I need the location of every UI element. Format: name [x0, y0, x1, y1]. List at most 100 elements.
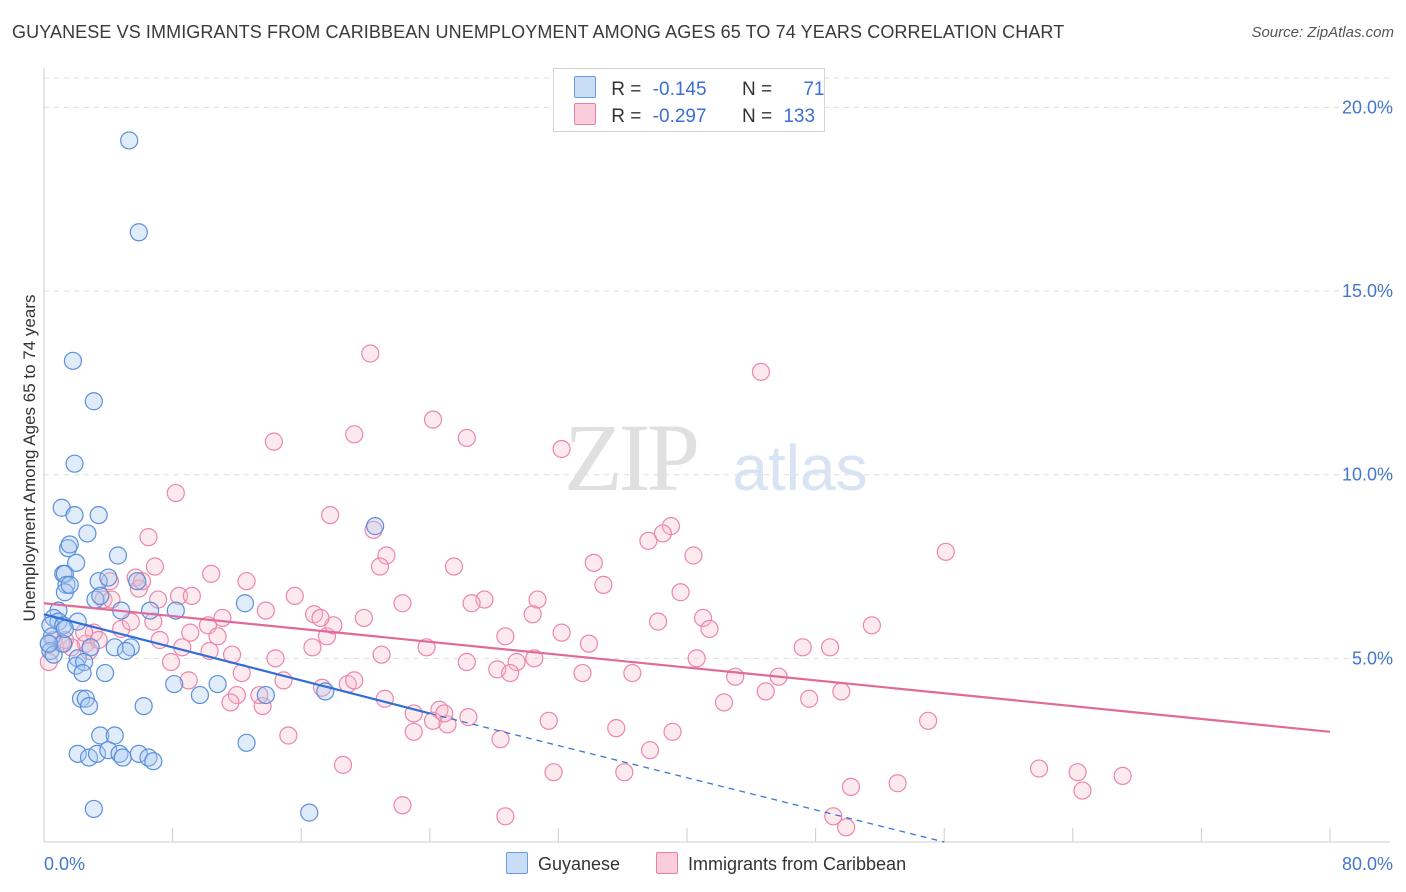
data-point	[91, 726, 110, 745]
legend-r-label: R =	[611, 106, 642, 127]
data-point	[507, 652, 526, 672]
data-point	[250, 685, 269, 705]
data-point	[128, 572, 147, 591]
legend-r-value: -0.297	[652, 106, 707, 127]
data-point	[303, 638, 322, 657]
data-point	[99, 741, 118, 760]
data-point	[687, 649, 706, 668]
data-point	[837, 818, 856, 837]
data-point	[321, 505, 340, 525]
data-point	[700, 619, 719, 639]
data-point	[552, 623, 571, 642]
correlation-legend: R = -0.145 N = 71 R = -0.297 N = 133	[553, 68, 825, 132]
data-point	[105, 638, 124, 657]
x-tick-label-min: 0.0%	[44, 854, 85, 874]
data-point	[68, 744, 87, 763]
y-tick-label: 15.0%	[1342, 281, 1393, 301]
data-point	[169, 586, 189, 606]
data-point	[584, 553, 603, 572]
data-point	[145, 557, 165, 576]
x-tick-label-max: 80.0%	[1342, 854, 1393, 874]
data-point	[120, 131, 139, 150]
data-point	[693, 608, 713, 628]
trend-lines	[43, 602, 1331, 843]
data-point	[756, 682, 775, 701]
data-point	[539, 711, 558, 730]
data-point	[528, 590, 547, 609]
data-point	[936, 542, 955, 561]
data-point	[354, 608, 373, 628]
data-point	[221, 693, 240, 712]
data-point	[648, 612, 668, 631]
data-point	[820, 638, 840, 657]
data-point	[751, 362, 771, 381]
data-point	[824, 807, 843, 826]
data-point	[116, 641, 136, 661]
data-point	[144, 752, 163, 771]
data-point	[800, 689, 819, 708]
data-point	[491, 730, 510, 749]
legend-r-label: R =	[611, 79, 642, 100]
data-point	[285, 586, 304, 606]
data-point	[202, 564, 221, 583]
data-point	[393, 594, 412, 613]
data-point	[496, 627, 515, 646]
data-point	[615, 763, 634, 782]
data-point	[84, 799, 103, 819]
data-point	[671, 583, 690, 602]
data-point	[404, 722, 423, 741]
data-point	[60, 575, 79, 594]
data-point	[684, 546, 703, 565]
data-point	[166, 601, 185, 620]
data-point	[462, 594, 481, 613]
data-point	[435, 704, 454, 723]
legend-r-value: -0.145	[652, 79, 707, 100]
data-point	[594, 575, 613, 594]
data-point	[78, 524, 97, 543]
data-point	[237, 733, 256, 752]
data-point	[459, 708, 478, 727]
legend-n-value: 71	[803, 79, 825, 100]
data-point	[423, 711, 443, 730]
legend-row-caribbean: R = -0.297 N = 133	[574, 103, 815, 128]
data-point	[444, 557, 464, 576]
data-point	[87, 744, 107, 763]
legend-n-value: 133	[783, 106, 816, 127]
data-point	[67, 553, 86, 572]
tick-labels: 5.0% 10.0% 15.0% 20.0% 0.0% 80.0%	[44, 97, 1393, 874]
data-point	[552, 439, 571, 459]
legend-n-label: N =	[741, 79, 773, 100]
data-point	[139, 528, 158, 547]
data-point	[91, 586, 110, 606]
data-point	[190, 685, 210, 705]
data-point	[919, 711, 938, 730]
chart-title: GUYANESE VS IMMIGRANTS FROM CARIBBEAN UN…	[12, 22, 1065, 42]
data-point	[182, 586, 201, 606]
data-point	[525, 649, 544, 668]
legend-swatch-guyanese	[574, 76, 596, 98]
data-point	[95, 663, 115, 683]
data-point	[300, 803, 319, 822]
data-point	[266, 649, 285, 668]
data-point	[54, 634, 73, 653]
data-point	[345, 425, 364, 444]
data-point	[99, 568, 118, 587]
data-point	[181, 623, 200, 642]
data-point	[888, 774, 907, 793]
data-point	[623, 663, 642, 683]
data-point	[140, 601, 160, 620]
data-point	[208, 674, 227, 694]
data-point	[438, 715, 457, 734]
data-point	[1073, 781, 1092, 800]
watermark: ZIP atlas	[564, 404, 868, 511]
data-point	[89, 505, 108, 525]
data-point	[65, 454, 84, 473]
data-point	[132, 572, 152, 591]
data-point	[573, 663, 592, 683]
data-point	[417, 638, 436, 657]
data-point	[256, 685, 275, 705]
legend-swatch-caribbean	[574, 103, 596, 125]
data-point	[375, 689, 394, 708]
data-point	[179, 671, 198, 690]
